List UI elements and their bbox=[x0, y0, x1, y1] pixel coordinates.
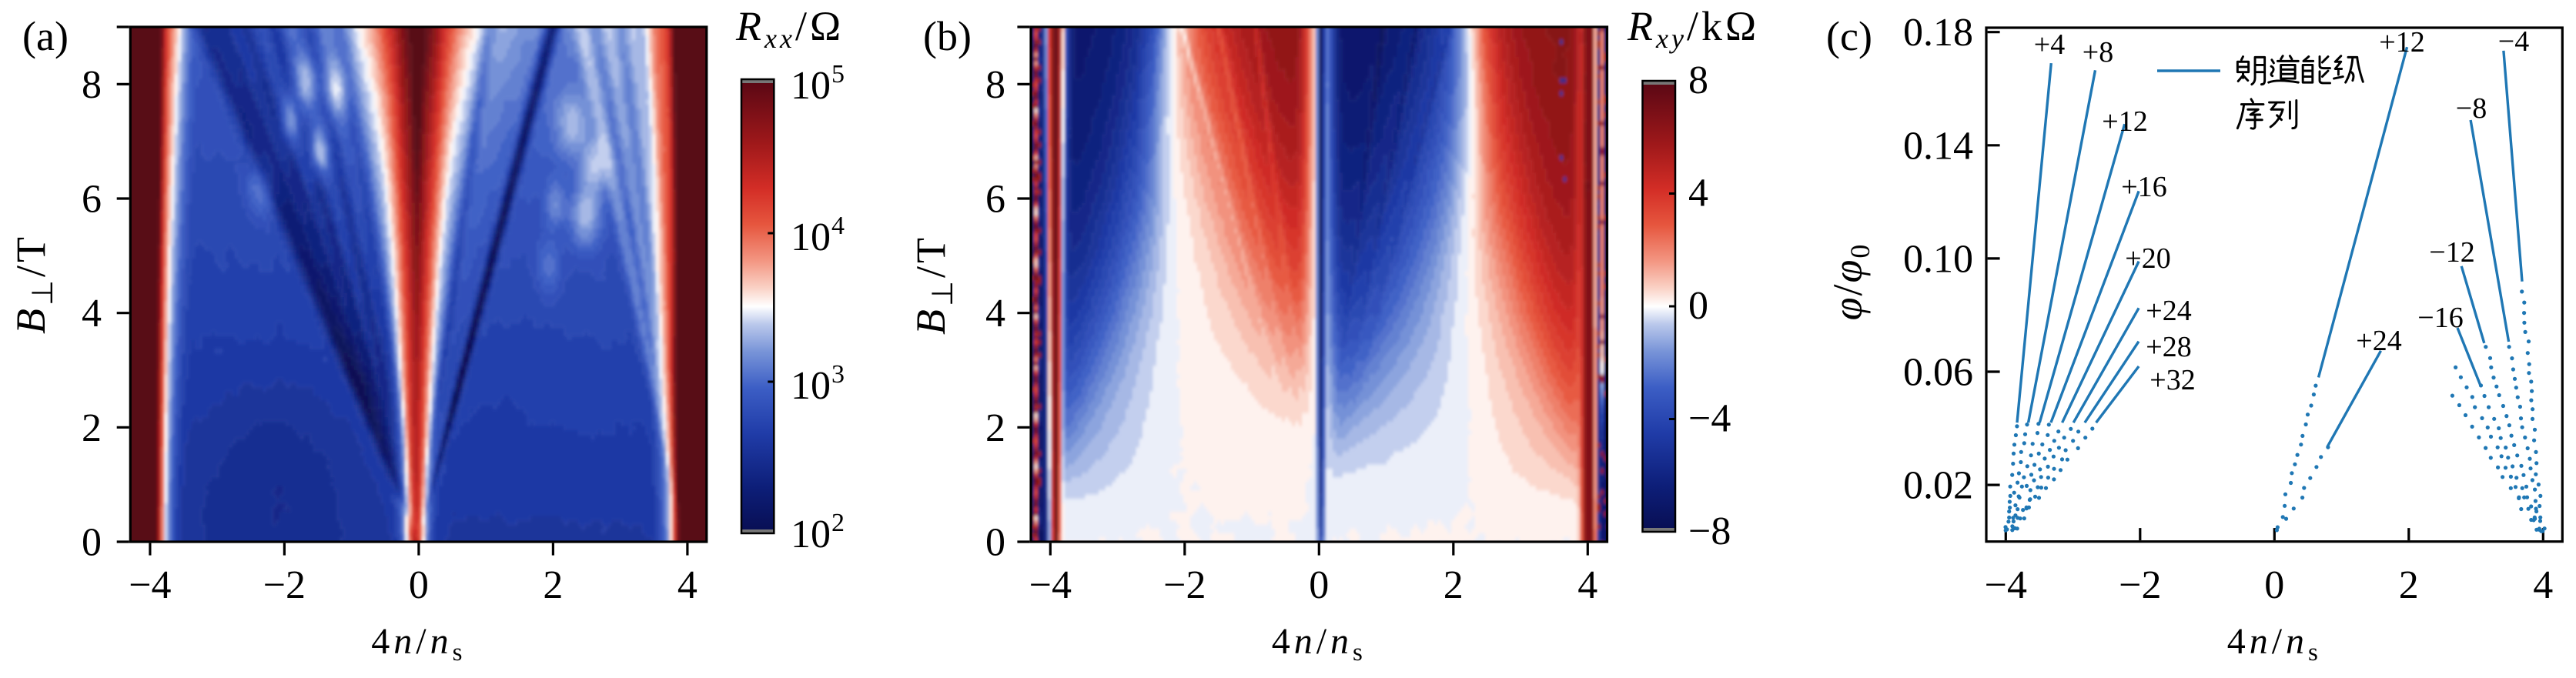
svg-text:−12: −12 bbox=[2429, 236, 2474, 269]
svg-text:+4: +4 bbox=[2034, 28, 2065, 61]
svg-text:−4: −4 bbox=[129, 563, 171, 607]
svg-text:2: 2 bbox=[831, 509, 845, 537]
svg-text:10: 10 bbox=[791, 64, 831, 108]
svg-text:(a): (a) bbox=[22, 13, 69, 59]
svg-text:10: 10 bbox=[791, 215, 831, 259]
svg-text:0.02: 0.02 bbox=[1903, 464, 1973, 508]
svg-text:0: 0 bbox=[1309, 563, 1329, 607]
svg-text:+12: +12 bbox=[2102, 105, 2147, 138]
svg-text:0: 0 bbox=[1688, 284, 1708, 328]
svg-text:6: 6 bbox=[82, 178, 102, 222]
svg-text:0: 0 bbox=[2264, 563, 2284, 607]
svg-text:4n/ns: 4n/ns bbox=[2227, 621, 2322, 666]
svg-text:−2: −2 bbox=[2119, 563, 2161, 607]
svg-text:2: 2 bbox=[2399, 563, 2419, 607]
svg-text:−8: −8 bbox=[1688, 509, 1731, 553]
svg-text:4: 4 bbox=[985, 292, 1005, 336]
svg-text:−4: −4 bbox=[2498, 25, 2529, 58]
svg-text:4: 4 bbox=[1688, 172, 1708, 215]
svg-text:B⊥/T: B⊥/T bbox=[8, 234, 59, 334]
svg-text:10: 10 bbox=[791, 364, 831, 408]
svg-text:8: 8 bbox=[985, 63, 1005, 107]
svg-text:2: 2 bbox=[1444, 563, 1464, 607]
svg-text:5: 5 bbox=[831, 60, 845, 89]
svg-text:0.06: 0.06 bbox=[1903, 351, 1973, 395]
svg-text:4: 4 bbox=[831, 212, 845, 240]
svg-text:2: 2 bbox=[543, 563, 563, 607]
svg-text:8: 8 bbox=[82, 63, 102, 107]
svg-text:4n/ns: 4n/ns bbox=[371, 621, 466, 666]
svg-text:0: 0 bbox=[82, 521, 102, 565]
svg-text:B⊥/T: B⊥/T bbox=[908, 235, 959, 335]
svg-text:(b): (b) bbox=[923, 13, 972, 59]
svg-text:0: 0 bbox=[409, 563, 429, 607]
svg-text:+16: +16 bbox=[2121, 171, 2166, 203]
svg-text:4: 4 bbox=[82, 292, 102, 336]
svg-text:(c): (c) bbox=[1826, 13, 1872, 59]
svg-text:6: 6 bbox=[985, 178, 1005, 222]
svg-text:2: 2 bbox=[985, 406, 1005, 450]
svg-text:−2: −2 bbox=[1163, 563, 1206, 607]
svg-text:+20: +20 bbox=[2125, 242, 2170, 275]
svg-text:−16: −16 bbox=[2417, 302, 2463, 334]
svg-text:3: 3 bbox=[831, 360, 845, 389]
svg-text:−4: −4 bbox=[1029, 563, 1072, 607]
svg-text:+32: +32 bbox=[2149, 364, 2195, 396]
svg-text:0: 0 bbox=[985, 521, 1005, 565]
svg-text:−8: −8 bbox=[2456, 92, 2487, 125]
svg-text:+28: +28 bbox=[2146, 331, 2191, 363]
svg-text:4: 4 bbox=[677, 563, 698, 607]
svg-text:10: 10 bbox=[791, 513, 831, 556]
svg-text:−2: −2 bbox=[263, 563, 306, 607]
svg-text:Rxx/Ω: Rxx/Ω bbox=[735, 3, 844, 54]
svg-text:+8: +8 bbox=[2083, 36, 2113, 68]
svg-text:8: 8 bbox=[1688, 58, 1708, 102]
svg-text:4: 4 bbox=[1577, 563, 1597, 607]
svg-text:0.14: 0.14 bbox=[1903, 124, 1973, 168]
svg-text:0.18: 0.18 bbox=[1903, 11, 1973, 55]
svg-text:−4: −4 bbox=[1985, 563, 2027, 607]
svg-text:+24: +24 bbox=[2146, 295, 2191, 327]
svg-text:4: 4 bbox=[2533, 563, 2553, 607]
svg-text:0.10: 0.10 bbox=[1903, 237, 1973, 281]
svg-text:4n/ns: 4n/ns bbox=[1272, 621, 1367, 666]
svg-text:−4: −4 bbox=[1688, 397, 1731, 441]
svg-text:Rxy/kΩ: Rxy/kΩ bbox=[1627, 3, 1759, 54]
svg-text:+12: +12 bbox=[2379, 26, 2424, 58]
svg-text:2: 2 bbox=[82, 406, 102, 450]
svg-text:+24: +24 bbox=[2356, 325, 2401, 357]
